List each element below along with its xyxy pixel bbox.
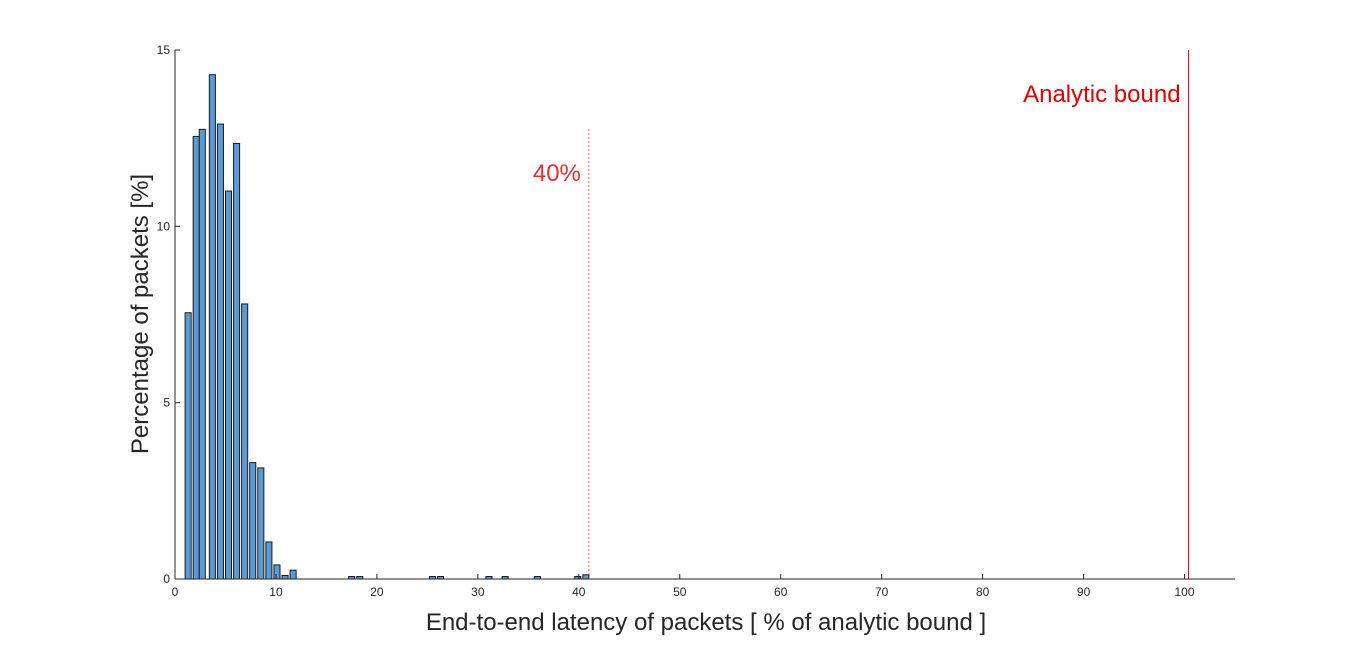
reference-line-label: 40%: [533, 160, 581, 187]
y-tick-label: 0: [163, 572, 170, 586]
histogram-bar: [281, 574, 289, 580]
reference-line-label: Analytic bound: [1023, 81, 1180, 108]
x-tick-label: 30: [471, 585, 485, 599]
x-axis-label: End-to-end latency of packets [ % of ana…: [426, 609, 986, 636]
x-tick-label: 70: [875, 585, 889, 599]
y-ticks: 0 5 10 15: [157, 43, 180, 586]
x-tick-label: 50: [673, 585, 687, 599]
histogram-bar: [208, 74, 216, 580]
histogram-bar: [289, 569, 297, 580]
x-tick-label: 40: [572, 585, 586, 599]
histogram-bar: [184, 312, 192, 580]
x-tick-label: 60: [774, 585, 788, 599]
x-tick-label: 10: [269, 585, 283, 599]
axes: [174, 50, 1235, 580]
bars-group: [184, 74, 590, 580]
histogram-bar: [233, 142, 241, 580]
reference-lines: 40% Analytic bound: [533, 50, 1190, 579]
x-tick-label: 80: [976, 585, 990, 599]
histogram-bar: [257, 467, 265, 580]
y-tick-label: 15: [157, 43, 171, 57]
histogram-bar: [582, 574, 590, 580]
histogram-bar: [241, 303, 249, 580]
histogram-bar: [224, 190, 233, 580]
histogram-bar: [216, 123, 224, 580]
histogram-bar: [249, 462, 257, 580]
x-tick-label: 20: [370, 585, 384, 599]
x-tick-label: 0: [172, 585, 179, 599]
x-ticks: 0 10 20 30 40 50 60 70 80 90 100: [172, 574, 1195, 599]
y-axis-label: Percentage of packets [%]: [127, 174, 154, 454]
y-tick-label: 10: [157, 219, 171, 233]
histogram-bar: [265, 541, 273, 580]
histogram-bar: [273, 564, 281, 580]
x-tick-label: 90: [1077, 585, 1091, 599]
histogram-bar: [192, 135, 200, 580]
x-tick-label: 100: [1175, 585, 1195, 599]
y-tick-label: 5: [163, 396, 170, 410]
histogram-bar: [198, 128, 206, 580]
